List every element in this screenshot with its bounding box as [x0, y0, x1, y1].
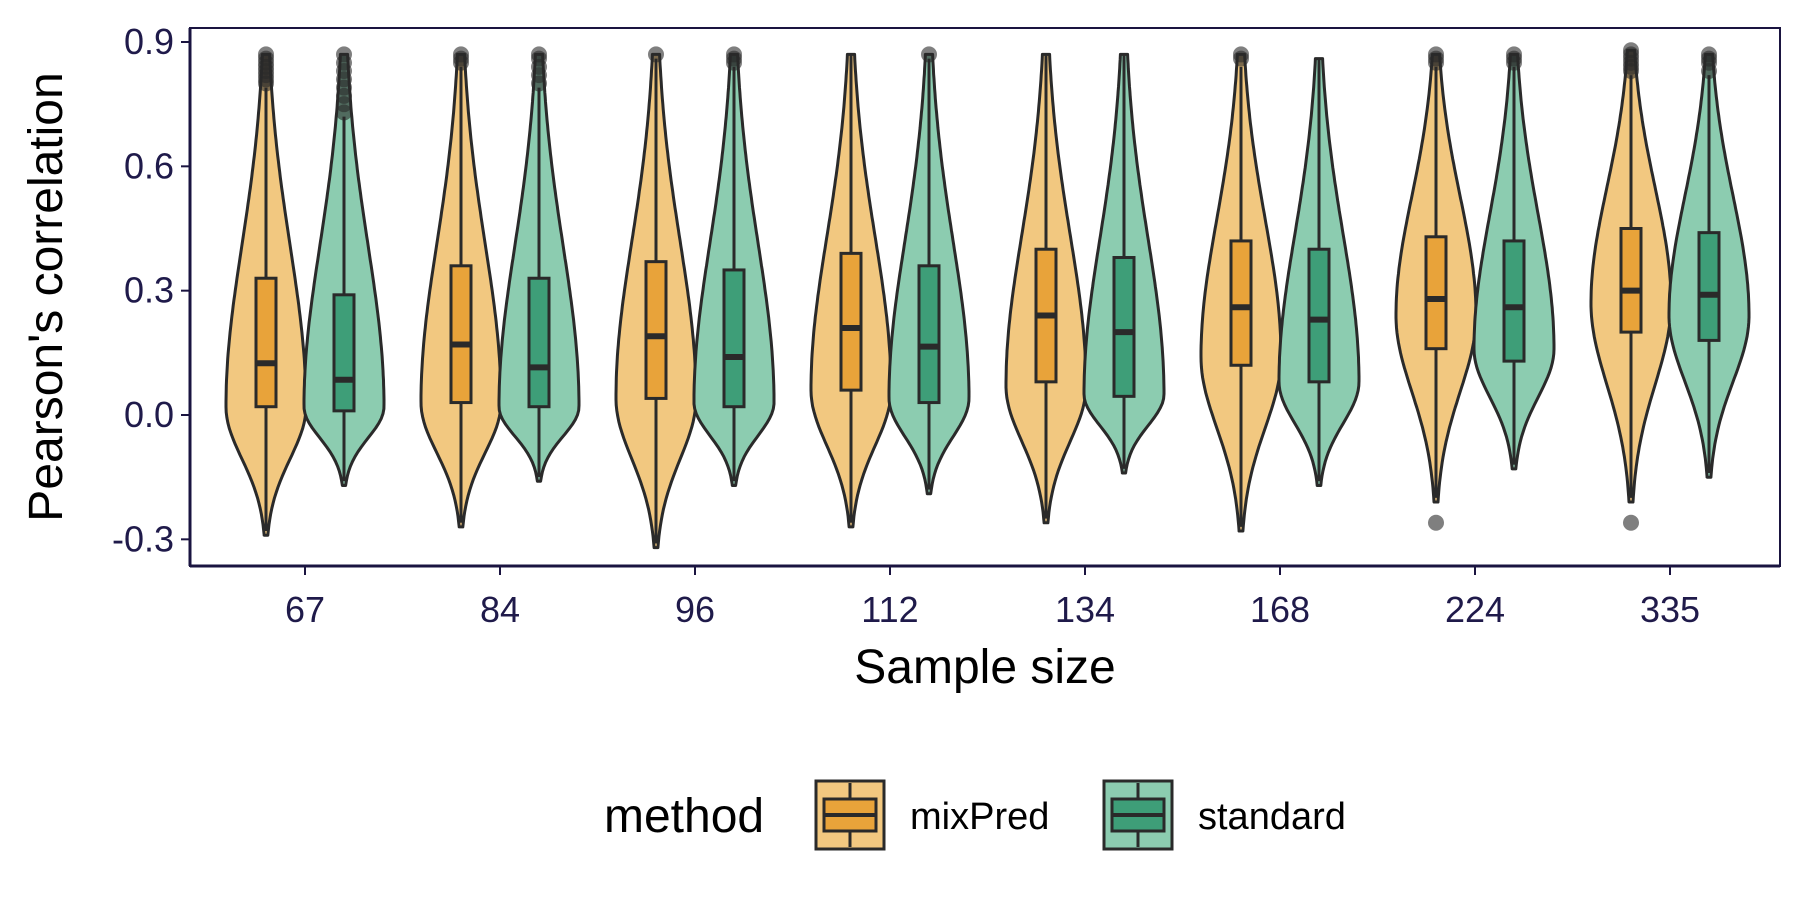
- x-tick-label: 96: [675, 589, 715, 630]
- box-iqr: [1424, 235, 1448, 351]
- box-iqr: [254, 276, 278, 409]
- x-tick-label: 67: [285, 589, 325, 630]
- outlier-point: [726, 46, 742, 63]
- violin-mixpred-112: [809, 52, 893, 529]
- y-tick-label: 0.9: [124, 21, 174, 62]
- legend-label-standard: standard: [1198, 796, 1346, 838]
- outlier-point: [921, 46, 937, 63]
- box-iqr: [722, 268, 746, 409]
- outlier-point: [648, 46, 664, 63]
- y-tick-label: 0.6: [124, 145, 174, 186]
- box-iqr: [1619, 227, 1643, 334]
- outlier-point: [1428, 46, 1444, 63]
- violin-standard-84: [497, 46, 581, 483]
- box-iqr: [1229, 239, 1253, 367]
- violin-mixpred-335: [1589, 42, 1673, 531]
- plot-area: [224, 42, 1751, 550]
- legend: method mixPred standard: [604, 779, 1346, 851]
- box-iqr: [839, 251, 863, 392]
- outlier-point: [258, 46, 274, 63]
- x-tick-label: 335: [1640, 589, 1700, 630]
- outlier-point: [336, 46, 352, 63]
- y-tick-label: 0.3: [124, 270, 174, 311]
- violin-mixpred-224: [1394, 46, 1478, 531]
- outlier-point: [1623, 514, 1639, 531]
- box-iqr: [917, 264, 941, 405]
- box-iqr: [332, 293, 356, 413]
- x-tick-label: 168: [1250, 589, 1310, 630]
- y-tick-label: -0.3: [112, 518, 174, 559]
- legend-title: method: [604, 790, 764, 843]
- x-axis: 67 84 96 112 134 168 224 335: [190, 564, 1780, 630]
- box-iqr: [1112, 256, 1136, 398]
- violin-standard-168: [1277, 57, 1361, 487]
- x-tick-label: 84: [480, 589, 520, 630]
- box-iqr: [1697, 231, 1721, 342]
- violin-mixpred-67: [224, 46, 308, 537]
- box-iqr: [644, 260, 668, 400]
- outlier-point: [1701, 46, 1717, 63]
- violin-mixpred-134: [1004, 52, 1088, 525]
- y-axis: -0.3 0.0 0.3 0.6 0.9: [112, 21, 192, 566]
- outlier-point: [1428, 514, 1444, 531]
- x-tick-label: 112: [861, 589, 918, 630]
- box-iqr: [449, 264, 473, 405]
- legend-key-standard: [1102, 779, 1174, 851]
- violin-mixpred-168: [1199, 46, 1283, 533]
- box-iqr: [1307, 247, 1331, 384]
- outlier-point: [453, 46, 469, 63]
- violin-standard-335: [1667, 46, 1751, 479]
- outlier-point: [1233, 46, 1249, 63]
- violin-standard-67: [302, 46, 386, 487]
- violin-standard-224: [1472, 46, 1556, 471]
- outlier-point: [1623, 42, 1639, 59]
- y-axis-title: Pearson's correlation: [20, 72, 73, 521]
- box-iqr: [1502, 239, 1526, 363]
- outlier-point: [531, 46, 547, 63]
- x-axis-title: Sample size: [854, 641, 1115, 694]
- outlier-point: [1506, 46, 1522, 63]
- violin-standard-134: [1082, 52, 1166, 475]
- violin-mixpred-96: [614, 46, 698, 550]
- violin-mixpred-84: [419, 46, 503, 529]
- legend-label-mixpred: mixPred: [910, 796, 1049, 838]
- legend-key-mixpred: [814, 779, 886, 851]
- y-tick-label: 0.0: [124, 394, 174, 435]
- violin-standard-112: [887, 46, 971, 496]
- x-tick-label: 134: [1055, 589, 1115, 630]
- box-iqr: [527, 276, 551, 409]
- x-tick-label: 224: [1445, 589, 1505, 630]
- violin-standard-96: [692, 46, 776, 487]
